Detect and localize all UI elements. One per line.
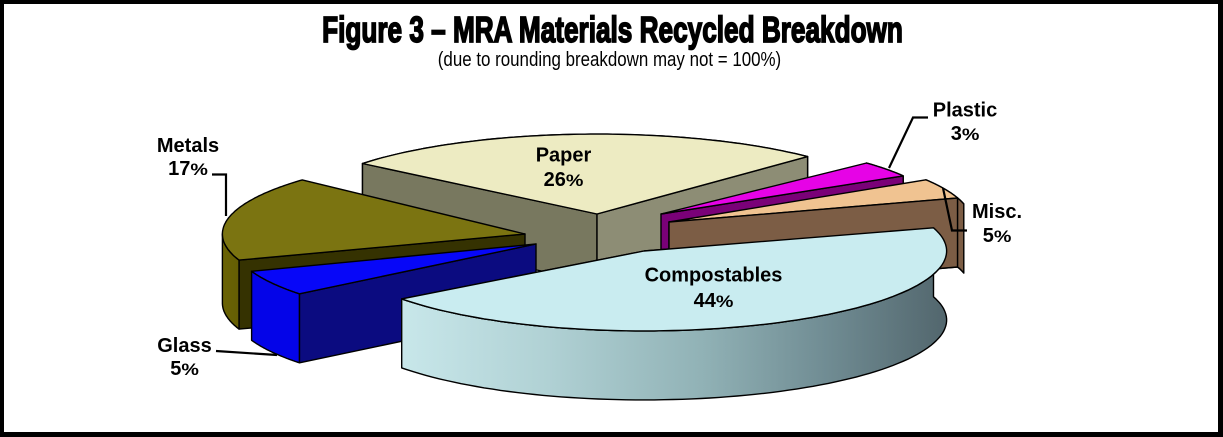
svg-text:26%: 26% xyxy=(544,169,584,191)
svg-text:5%: 5% xyxy=(983,225,1012,247)
svg-text:5%: 5% xyxy=(170,358,199,380)
svg-text:3%: 3% xyxy=(951,123,980,145)
svg-text:Compostables: Compostables xyxy=(645,265,783,287)
svg-text:Misc.: Misc. xyxy=(972,201,1022,223)
svg-text:Metals: Metals xyxy=(157,135,219,157)
svg-text:17%: 17% xyxy=(168,158,208,180)
svg-text:44%: 44% xyxy=(694,290,734,312)
svg-text:Paper: Paper xyxy=(536,145,592,167)
svg-text:Plastic: Plastic xyxy=(933,100,997,122)
svg-text:Glass: Glass xyxy=(157,335,211,357)
